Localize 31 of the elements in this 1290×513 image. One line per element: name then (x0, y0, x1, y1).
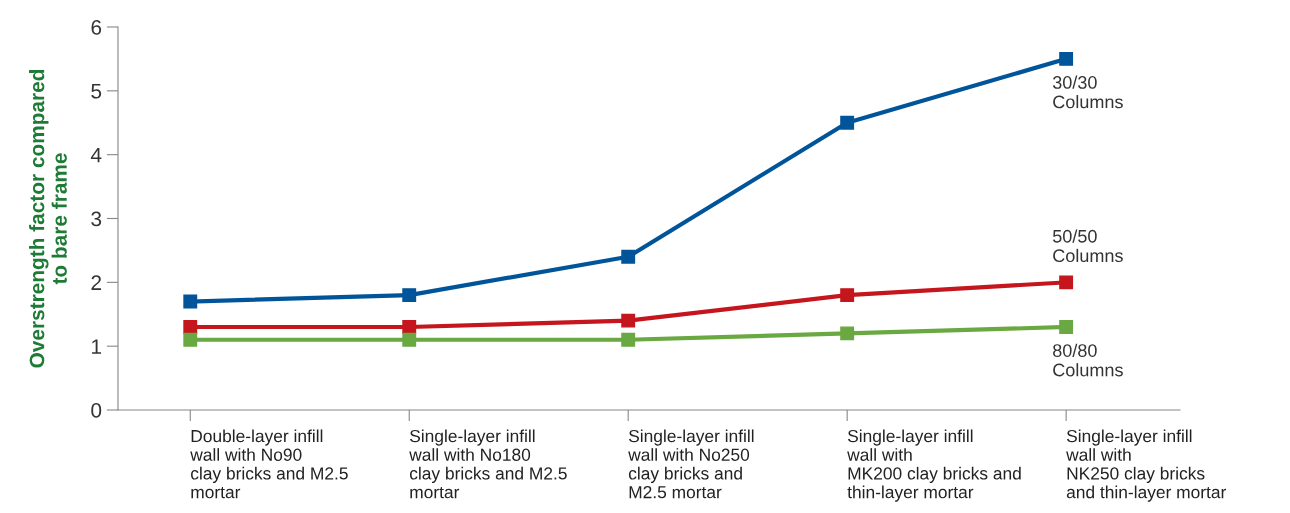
point (402, 320, 417, 334)
y-tick-label: 5 (91, 84, 102, 99)
y-tick-label: 4 (90, 147, 102, 163)
y-axis-title: Overstrength factor compared to bare frame (29, 69, 67, 368)
point (1059, 275, 1074, 290)
series-label: 50/50 Columns (1052, 229, 1123, 263)
point (840, 288, 855, 303)
point (621, 332, 636, 347)
point (183, 332, 198, 347)
point (402, 332, 417, 347)
point (402, 288, 417, 303)
point (621, 313, 636, 328)
x-tick-label: Single-layer infill wall with No250 clay bricks and M2.5 mortar (628, 429, 754, 499)
point (183, 294, 198, 309)
point (840, 115, 855, 130)
y-tick-label: 1 (92, 339, 102, 354)
x-tick-label: Single-layer infill wall with No180 clay bricks and M2.5 mortar (409, 429, 567, 499)
series-label: 80/80 Columns (1053, 343, 1123, 377)
point (621, 249, 636, 264)
y-tick-label: 0 (91, 403, 102, 418)
series-label: 30/30 Columns (1052, 75, 1123, 109)
x-tick-label: Single-layer infill wall with MK200 clay bricks and thin-layer mortar (847, 429, 1021, 502)
x-tick-label: Single-layer infill wall with NK250 clay bricks and thin-layer mortar (1066, 429, 1227, 502)
y-tick-label: 2 (91, 275, 101, 290)
point (840, 326, 855, 341)
point (1059, 320, 1074, 334)
y-tick-label: 6 (91, 20, 102, 35)
y-tick-label: 3 (91, 211, 102, 227)
x-tick-label: Double-layer infill wall with No90 clay bricks and M2.5 mortar (190, 429, 348, 499)
point (183, 320, 198, 334)
point (1059, 51, 1074, 66)
